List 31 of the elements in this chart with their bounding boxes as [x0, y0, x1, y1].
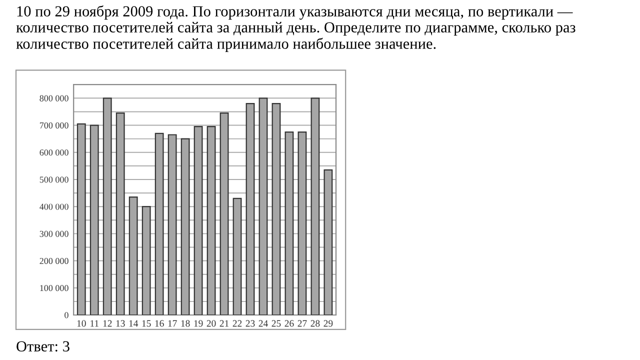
x-tick-label: 13: [116, 320, 125, 327]
x-tick-label: 15: [142, 320, 151, 327]
text: Ответ: 3: [16, 341, 70, 352]
y-tick-label: 500 000: [40, 176, 68, 183]
x-tick-label: 23: [246, 320, 255, 327]
x-tick-label: 14: [129, 320, 138, 327]
y-tick-label: 100 000: [40, 285, 68, 292]
x-tick-label: 18: [181, 320, 190, 327]
x-tick-label: 21: [220, 320, 229, 327]
y-tick-label: 600 000: [40, 149, 68, 156]
x-tick-label: 22: [232, 320, 242, 327]
x-tick-label: 24: [258, 320, 268, 327]
x-tick-label: 20: [206, 320, 216, 327]
x-tick-label: 28: [310, 320, 320, 327]
x-tick-label: 12: [103, 320, 112, 327]
y-tick-label: 200 000: [40, 258, 68, 264]
y-tick-label: 400 000: [40, 204, 68, 210]
x-tick-label: 16: [155, 320, 164, 327]
y-tick-label: 700 000: [40, 122, 68, 128]
x-tick-label: 26: [284, 320, 294, 327]
x-tick-label: 17: [168, 320, 177, 327]
y-tick-label: 800 000: [40, 95, 68, 102]
x-tick-label: 27: [298, 320, 307, 327]
x-tick-label: 19: [194, 320, 203, 327]
x-tick-label: 10: [77, 320, 86, 327]
x-tick-label: 11: [90, 320, 98, 327]
chart-title: 10 по 29 ноября 2009 года. По горизонтали указываются дни месяца, по вертикали — количество посетителей сайта за данный день. Определите по диаграмме, сколько раз количество посетителей сайта принимало наибольшее значение.: [16, 5, 576, 52]
x-tick-label: 25: [272, 320, 281, 327]
x-tick-label: 29: [324, 320, 333, 327]
y-tick-label: 0: [64, 312, 68, 318]
y-tick-label: 300 000: [40, 230, 68, 237]
